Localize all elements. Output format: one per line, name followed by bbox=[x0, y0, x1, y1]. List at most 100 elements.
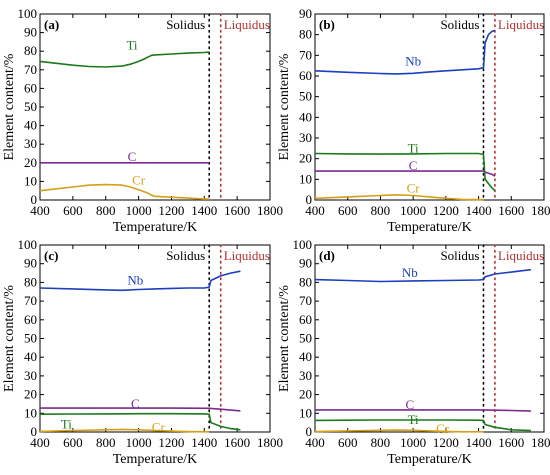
y-tick-label: 40 bbox=[24, 349, 37, 364]
y-tick-label: 10 bbox=[24, 405, 37, 420]
x-tick-label: 1400 bbox=[466, 203, 492, 218]
series-line-ti bbox=[39, 412, 241, 431]
panel-2: 400 600 800 1000 1200 1400 1600 1800 0 10 20 30 40 50… bbox=[277, 6, 550, 235]
solidus-label: Solidus bbox=[166, 17, 205, 32]
y-tick-label: 20 bbox=[299, 387, 312, 402]
y-tick-label: 80 bbox=[24, 274, 37, 289]
x-tick-label: 1400 bbox=[466, 435, 492, 450]
y-tick-label: 100 bbox=[18, 6, 38, 21]
x-tick-label: 600 bbox=[338, 203, 358, 218]
x-tick-label: 1800 bbox=[531, 203, 550, 218]
x-tick-label: 600 bbox=[63, 435, 83, 450]
liquidus-label: Liquidus bbox=[498, 17, 544, 32]
liquidus-label: Liquidus bbox=[498, 248, 544, 263]
x-tick-label: 400 bbox=[30, 435, 50, 450]
series-line-cr bbox=[314, 429, 484, 433]
y-tick-label: 80 bbox=[299, 27, 312, 42]
plot-frame bbox=[39, 13, 271, 201]
x-tick-label: 800 bbox=[371, 203, 391, 218]
y-tick-label: 30 bbox=[24, 136, 37, 151]
solidus-label: Solidus bbox=[440, 248, 479, 263]
y-tick-label: 50 bbox=[299, 89, 312, 104]
panel-1: 400 600 800 1000 1200 1400 1600 1800 0 10 20 30 40 50… bbox=[2, 6, 283, 235]
series-label-ti: Ti bbox=[408, 412, 419, 427]
solidus-label: Solidus bbox=[166, 248, 205, 263]
series-line-nb bbox=[314, 268, 531, 283]
y-tick-label: 90 bbox=[299, 256, 312, 271]
x-tick-label: 1400 bbox=[191, 203, 217, 218]
x-tick-label: 1000 bbox=[126, 203, 152, 218]
panel-label: (c) bbox=[44, 248, 58, 263]
y-tick-label: 50 bbox=[24, 99, 37, 114]
series-label-cr: Cr bbox=[152, 419, 166, 434]
y-tick-label: 20 bbox=[24, 387, 37, 402]
x-tick-label: 1800 bbox=[531, 435, 550, 450]
x-tick-label: 1200 bbox=[433, 435, 459, 450]
solidus-label: Solidus bbox=[440, 17, 479, 32]
x-tick-label: 1800 bbox=[257, 203, 283, 218]
y-tick-label: 30 bbox=[24, 368, 37, 383]
y-tick-label: 20 bbox=[24, 155, 37, 170]
series-line-c bbox=[315, 170, 496, 177]
series-label-nb: Nb bbox=[402, 265, 418, 280]
y-tick-label: 10 bbox=[24, 173, 37, 188]
series-label-cr: Cr bbox=[436, 421, 450, 436]
y-tick-label: 30 bbox=[299, 130, 312, 145]
series-label-c: C bbox=[128, 149, 137, 164]
plot-frame bbox=[314, 13, 545, 201]
x-tick-label: 400 bbox=[305, 203, 325, 218]
y-tick-label: 60 bbox=[24, 312, 37, 327]
y-tick-label: 70 bbox=[299, 47, 312, 62]
series-line-cr bbox=[39, 183, 210, 200]
panel-label: (a) bbox=[44, 17, 59, 32]
y-tick-label: 50 bbox=[299, 331, 312, 346]
series-line-nb bbox=[39, 270, 241, 292]
series-label-c: C bbox=[406, 397, 415, 412]
y-tick-label: 60 bbox=[299, 312, 312, 327]
y-tick-label: 80 bbox=[299, 274, 312, 289]
series-label-c: C bbox=[131, 396, 140, 411]
y-tick-label: 80 bbox=[24, 43, 37, 58]
x-tick-label: 1600 bbox=[224, 435, 250, 450]
series-label-ti: Ti bbox=[408, 140, 419, 155]
x-tick-label: 600 bbox=[338, 435, 358, 450]
x-tick-label: 1200 bbox=[433, 203, 459, 218]
y-tick-label: 10 bbox=[299, 171, 312, 186]
x-axis-label: Temperature/K bbox=[113, 220, 198, 235]
y-tick-label: 0 bbox=[306, 424, 313, 439]
x-tick-label: 1800 bbox=[257, 435, 283, 450]
y-axis-label: Element content/% bbox=[2, 285, 17, 392]
series-line-cr bbox=[314, 194, 484, 201]
y-tick-label: 0 bbox=[306, 192, 313, 207]
y-tick-label: 40 bbox=[299, 109, 312, 124]
series-label-cr: Cr bbox=[132, 172, 146, 187]
x-tick-label: 1000 bbox=[126, 435, 152, 450]
y-axis-label: Element content/% bbox=[2, 53, 17, 160]
series-line-ti bbox=[39, 51, 210, 68]
y-tick-label: 50 bbox=[24, 331, 37, 346]
series-label-nb: Nb bbox=[127, 273, 143, 288]
series-label-nb: Nb bbox=[405, 54, 421, 69]
x-tick-label: 1200 bbox=[158, 203, 184, 218]
x-tick-label: 1600 bbox=[498, 203, 524, 218]
panel-label: (b) bbox=[319, 17, 335, 32]
y-tick-label: 10 bbox=[299, 405, 312, 420]
y-tick-label: 0 bbox=[31, 424, 38, 439]
y-tick-label: 100 bbox=[293, 237, 313, 252]
series-line-cr bbox=[39, 428, 210, 433]
x-axis-label: Temperature/K bbox=[387, 452, 472, 467]
y-tick-label: 70 bbox=[299, 293, 312, 308]
y-tick-label: 70 bbox=[24, 293, 37, 308]
x-tick-label: 800 bbox=[371, 435, 391, 450]
panel-label: (d) bbox=[319, 248, 335, 263]
x-tick-label: 1000 bbox=[400, 203, 426, 218]
y-tick-label: 90 bbox=[24, 25, 37, 40]
series-label-cr: Cr bbox=[407, 181, 421, 196]
x-tick-label: 600 bbox=[63, 203, 83, 218]
y-tick-label: 40 bbox=[299, 349, 312, 364]
panel-3: 400 600 800 1000 1200 1400 1600 1800 0 10 20 30 40 50… bbox=[2, 237, 283, 467]
y-tick-label: 30 bbox=[299, 368, 312, 383]
x-tick-label: 1200 bbox=[158, 435, 184, 450]
y-tick-label: 90 bbox=[24, 256, 37, 271]
x-tick-label: 1000 bbox=[400, 435, 426, 450]
